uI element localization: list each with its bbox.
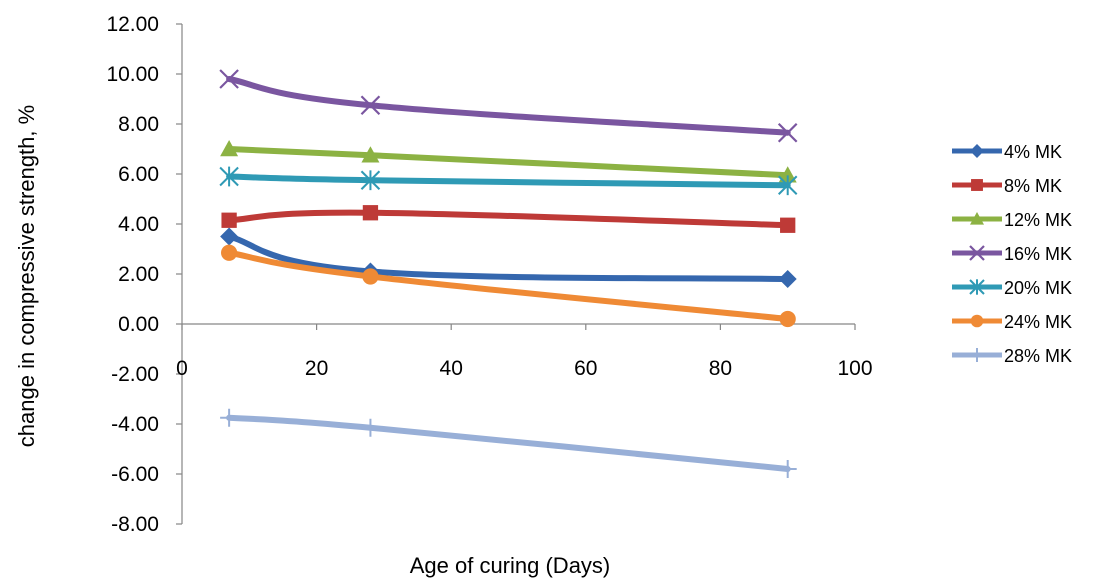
y-tick-label: -4.00: [111, 413, 159, 436]
data-point-marker: [221, 212, 237, 228]
x-axis-title: Age of curing (Days): [410, 553, 611, 578]
x-tick-label: 80: [709, 357, 732, 380]
x-tick-label: 100: [837, 357, 872, 380]
legend-label: 28% MK: [1004, 346, 1072, 366]
legend-label: 12% MK: [1004, 210, 1072, 230]
data-point-marker: [220, 227, 239, 246]
legend-label: 24% MK: [1004, 312, 1072, 332]
data-point-marker: [220, 140, 239, 157]
data-point-marker: [220, 408, 239, 427]
series-line: [226, 233, 791, 282]
series-2: [220, 140, 797, 183]
y-tick-label: 12.00: [106, 13, 159, 36]
axes: 12.00 10.00 8.00 6.00 4.00 2.00 0.00 -2.00 -4.00…: [106, 13, 872, 536]
legend-item: 4% MK: [952, 142, 1062, 162]
legend-marker: [970, 314, 984, 328]
legend-item: 24% MK: [952, 312, 1072, 332]
series-6: [220, 408, 797, 478]
y-axis-title: change in compressive strength, %: [14, 105, 39, 447]
series-line: [226, 76, 791, 136]
y-tick-label: 0.00: [118, 313, 159, 336]
legend-marker: [970, 212, 984, 225]
series-5: [221, 244, 796, 328]
y-tick-label: -8.00: [111, 513, 159, 536]
legend-label: 8% MK: [1004, 176, 1062, 196]
y-tick-label: -2.00: [111, 363, 159, 386]
data-point-marker: [221, 244, 238, 261]
legend-item: 28% MK: [952, 346, 1072, 366]
data-point-marker: [219, 69, 239, 89]
series-line: [226, 146, 791, 179]
data-point-marker: [777, 122, 798, 143]
data-point-marker: [779, 310, 796, 328]
data-point-marker: [777, 175, 798, 196]
legend-item: 16% MK: [952, 244, 1072, 264]
x-tick-label: 0: [176, 357, 188, 380]
y-tick-label: 4.00: [118, 213, 159, 236]
data-point-marker: [360, 95, 381, 116]
series-4: [219, 166, 798, 196]
data-point-marker: [219, 166, 239, 187]
series-1: [221, 205, 796, 233]
data-point-marker: [360, 170, 381, 191]
legend-marker: [969, 245, 985, 261]
legend-marker: [970, 144, 984, 158]
legend-label: 20% MK: [1004, 278, 1072, 298]
legend: 4% MK 8% MK 12% MK 16% MK 20% MK 24% MK 28% MK: [952, 142, 1072, 366]
data-point-marker: [780, 217, 796, 233]
y-tick-label: 10.00: [106, 63, 159, 86]
x-tick-label: 40: [440, 357, 463, 380]
series-layer: [219, 69, 798, 478]
legend-item: 12% MK: [952, 210, 1072, 230]
legend-label: 16% MK: [1004, 244, 1072, 264]
data-point-marker: [361, 418, 380, 437]
data-point-marker: [362, 268, 379, 285]
y-tick-label: 2.00: [118, 263, 159, 286]
data-point-marker: [362, 205, 379, 221]
legend-marker: [969, 279, 985, 295]
series-line: [226, 209, 791, 229]
x-tick-label: 60: [574, 357, 597, 380]
series-line: [226, 414, 791, 472]
y-tick-label: 8.00: [118, 113, 159, 136]
series-3: [219, 69, 798, 143]
series-line: [226, 249, 791, 322]
legend-label: 4% MK: [1004, 142, 1062, 162]
legend-marker: [971, 179, 983, 191]
data-point-marker: [778, 270, 797, 288]
x-tick-label: 20: [305, 357, 328, 380]
data-point-marker: [778, 460, 797, 478]
series-line: [226, 173, 791, 189]
y-tick-label: -6.00: [111, 463, 159, 486]
legend-item: 20% MK: [952, 278, 1072, 298]
legend-marker: [970, 348, 984, 362]
data-point-marker: [778, 166, 797, 183]
data-point-marker: [361, 146, 380, 163]
y-tick-label: 6.00: [118, 163, 159, 186]
series-0: [220, 227, 797, 288]
legend-item: 8% MK: [952, 176, 1062, 196]
